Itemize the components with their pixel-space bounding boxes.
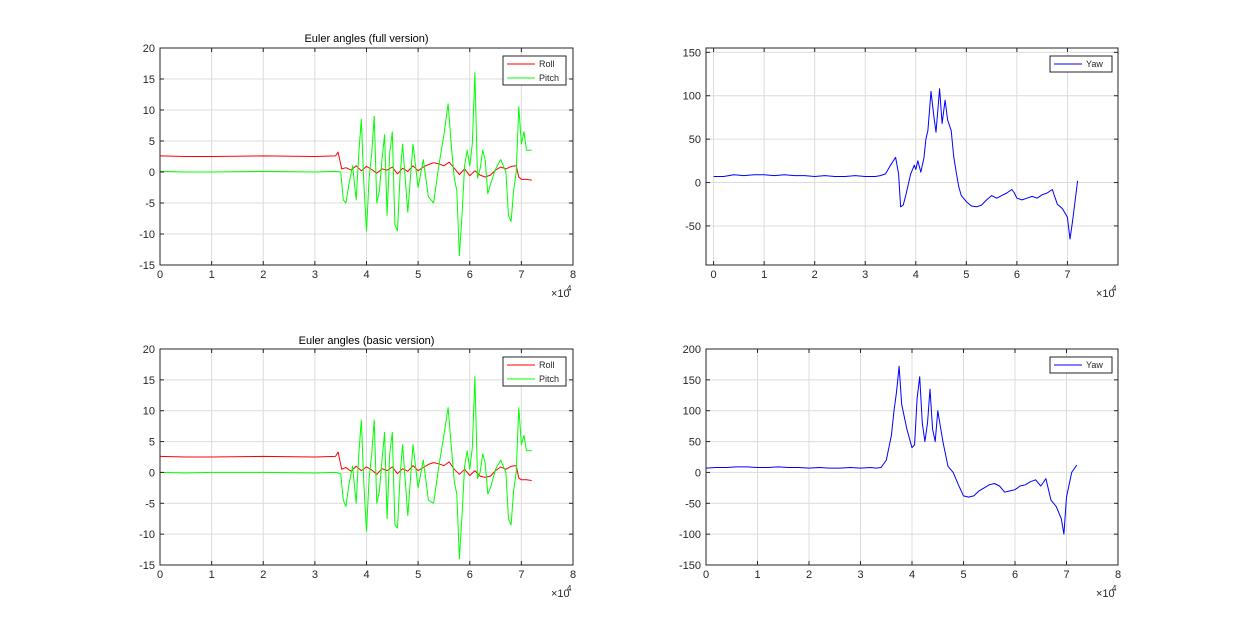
x-tick-label: 2 <box>806 569 812 581</box>
y-tick-label: 0 <box>695 178 701 190</box>
x-exponent-label: ×10 <box>551 588 570 600</box>
y-tick-label: 50 <box>689 437 701 449</box>
legend-label-pitch: Pitch <box>539 73 559 83</box>
y-tick-label: 200 <box>683 344 701 356</box>
x-tick-label: 4 <box>363 569 369 581</box>
legend-box <box>502 356 567 387</box>
series-line-roll <box>159 451 532 481</box>
x-tick-label: 0 <box>711 269 717 281</box>
legend-label-pitch: Pitch <box>539 374 559 384</box>
axes-frame <box>705 47 1119 266</box>
x-tick-label: 0 <box>157 569 163 581</box>
x-tick-label: 6 <box>467 569 473 581</box>
x-tick-label: 7 <box>518 569 524 581</box>
y-tick-label: 150 <box>683 375 701 387</box>
x-tick-label: 5 <box>415 269 421 281</box>
legend-label-roll: Roll <box>539 360 555 370</box>
y-tick-label: 15 <box>143 375 155 387</box>
y-tick-label: -15 <box>139 560 155 572</box>
x-tick-label: 6 <box>467 269 473 281</box>
x-tick-label: 3 <box>857 569 863 581</box>
y-tick-label: -50 <box>685 221 701 233</box>
y-tick-label: 150 <box>683 47 701 59</box>
x-tick-label: 1 <box>761 269 767 281</box>
x-tick-label: 3 <box>312 269 318 281</box>
x-tick-label: 2 <box>260 269 266 281</box>
legend-label-yaw: Yaw <box>1086 59 1103 69</box>
x-tick-label: 7 <box>1063 569 1069 581</box>
series-line-roll <box>159 151 532 181</box>
y-tick-label: -5 <box>145 198 155 210</box>
x-exponent-power: 4 <box>567 284 572 293</box>
axes-euler-full: Euler angles (full version) 0 1 2 3 4 5 6 7 8 -15… <box>139 33 576 300</box>
y-tick-label: 15 <box>143 74 155 86</box>
series-line-pitch <box>159 72 532 257</box>
series-line-yaw <box>705 365 1078 535</box>
y-tick-label: 5 <box>149 437 155 449</box>
series-line-yaw <box>713 88 1079 240</box>
legend-label-roll: Roll <box>539 59 555 69</box>
y-tick-label: -5 <box>145 498 155 510</box>
x-tick-label: 3 <box>862 269 868 281</box>
x-tick-label: 5 <box>963 269 969 281</box>
x-tick-label: 3 <box>312 569 318 581</box>
x-tick-label: 1 <box>209 269 215 281</box>
y-tick-label: 20 <box>143 344 155 356</box>
x-tick-label: 4 <box>363 269 369 281</box>
y-tick-label: 10 <box>143 105 155 117</box>
legend-box <box>502 55 567 86</box>
y-tick-label: 0 <box>695 467 701 479</box>
y-tick-label: 10 <box>143 406 155 418</box>
y-tick-label: 100 <box>683 406 701 418</box>
x-tick-label: 4 <box>909 569 915 581</box>
y-tick-label: -150 <box>679 560 701 572</box>
y-tick-label: -10 <box>139 229 155 241</box>
x-tick-label: 2 <box>812 269 818 281</box>
y-tick-label: -50 <box>685 498 701 510</box>
x-tick-label: 5 <box>415 569 421 581</box>
x-exponent-power: 4 <box>1112 584 1117 593</box>
y-tick-label: -10 <box>139 529 155 541</box>
x-exponent-power: 4 <box>567 584 572 593</box>
x-exponent-label: ×10 <box>1096 588 1115 600</box>
y-tick-label: 0 <box>149 467 155 479</box>
plot-area <box>705 47 1119 266</box>
legend-label-yaw: Yaw <box>1086 360 1103 370</box>
y-tick-label: -100 <box>679 529 701 541</box>
y-tick-label: 0 <box>149 167 155 179</box>
x-exponent-power: 4 <box>1112 284 1117 293</box>
x-tick-label: 6 <box>1012 569 1018 581</box>
x-tick-label: 8 <box>570 569 576 581</box>
x-tick-label: 7 <box>518 269 524 281</box>
x-tick-label: 2 <box>260 569 266 581</box>
x-tick-label: 0 <box>157 269 163 281</box>
x-tick-label: 7 <box>1064 269 1070 281</box>
x-tick-label: 0 <box>703 569 709 581</box>
x-tick-label: 1 <box>209 569 215 581</box>
y-tick-label: 20 <box>143 43 155 55</box>
y-tick-label: -15 <box>139 260 155 272</box>
y-tick-label: 5 <box>149 136 155 148</box>
x-tick-label: 5 <box>960 569 966 581</box>
x-tick-label: 1 <box>754 569 760 581</box>
title-euler-basic: Euler angles (basic version) <box>299 335 435 347</box>
series-line-pitch <box>159 376 532 560</box>
x-tick-label: 4 <box>913 269 919 281</box>
y-tick-label: 100 <box>683 91 701 103</box>
x-tick-label: 8 <box>1115 569 1121 581</box>
x-exponent-label: ×10 <box>1096 288 1115 300</box>
title-euler-full: Euler angles (full version) <box>304 33 428 45</box>
axes-euler-basic: Euler angles (basic version) 0 1 2 3 4 5 6 7 8 -1… <box>139 335 576 600</box>
y-tick-label: 50 <box>689 134 701 146</box>
x-tick-label: 8 <box>570 269 576 281</box>
x-exponent-label: ×10 <box>551 288 570 300</box>
x-tick-label: 6 <box>1014 269 1020 281</box>
